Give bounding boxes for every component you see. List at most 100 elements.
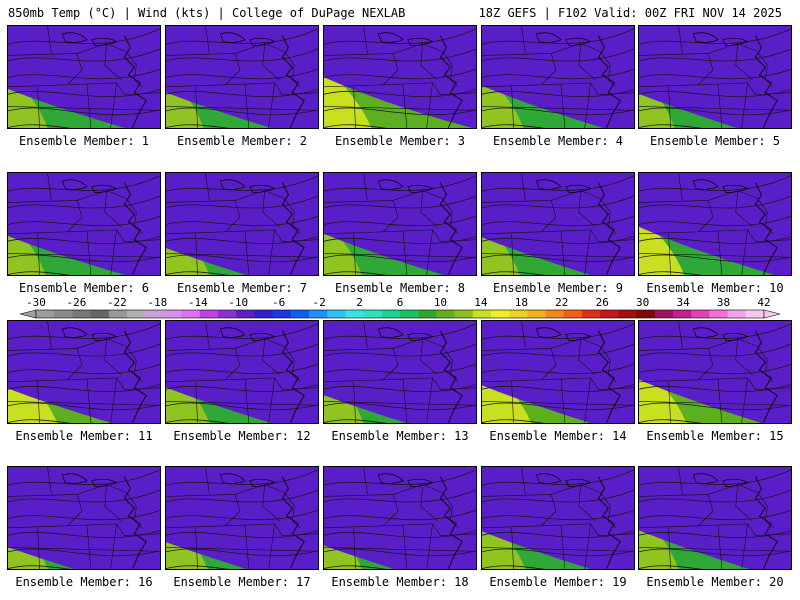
state-border [8,547,160,552]
ensemble-panel[interactable] [7,25,161,129]
wind-streamline [8,489,160,503]
state-border [521,321,526,349]
state-border [166,253,318,258]
great-lakes [61,179,88,190]
state-border [324,200,399,235]
coastline [597,182,621,275]
colorbar-swatch [54,310,73,318]
ensemble-panel[interactable] [481,25,635,129]
coastline [754,182,778,275]
great-lakes [692,179,719,190]
ensemble-panel[interactable] [323,172,477,276]
state-border [324,547,476,552]
state-border [86,230,92,275]
wind-streamline [482,489,634,503]
ensemble-panel[interactable] [165,172,319,276]
state-border [639,53,714,88]
member-label: Ensemble Member: 11 [15,429,153,443]
wind-streamline [324,68,476,80]
ensemble-panel[interactable] [165,320,319,424]
colorbar-swatch [563,310,583,318]
state-border [698,82,791,95]
state-border [225,229,318,242]
state-border [550,338,601,349]
wind-streamline [639,565,703,569]
ensemble-panel[interactable] [165,466,319,570]
temp-band-cold [166,321,318,423]
temperature-map [8,26,160,128]
colorbar-tick-label: 38 [717,296,730,309]
colorbar-arrow-left [19,309,37,319]
colorbar-swatch [436,310,455,318]
colorbar-tick-label: -22 [107,296,127,309]
ensemble-panel[interactable] [7,466,161,570]
state-border [560,378,566,423]
colorbar-swatch [290,310,310,318]
wind-streamline [166,363,318,375]
wind-streamline [482,28,634,45]
ensemble-panel[interactable] [481,466,635,570]
great-lakes [565,37,592,46]
coastline [754,476,778,569]
wind-streamline [8,28,160,45]
ensemble-panel[interactable] [481,172,635,276]
colorbar-tick-label: 14 [474,296,488,309]
state-border [584,82,591,128]
state-border [735,43,753,81]
wind-streamline [639,402,791,411]
state-border [757,492,774,529]
colorbar-swatch [272,310,292,318]
colorbar-swatch [345,310,364,318]
great-lakes [91,332,118,341]
great-lakes [722,332,749,341]
temperature-map [324,467,476,569]
ensemble-panel[interactable] [638,320,792,424]
colorbar-swatch [327,310,346,318]
ensemble-panel[interactable] [7,172,161,276]
state-border [560,230,566,275]
state-border [324,401,476,406]
wind-streamline [482,509,634,521]
ensemble-panel[interactable] [323,25,477,129]
state-border [482,200,557,235]
ensemble-panel[interactable] [323,320,477,424]
state-border [268,229,275,275]
wind-streamline [639,215,791,227]
temp-band-cold [166,173,318,275]
wind-streamline [324,419,388,423]
ensemble-panel[interactable] [7,320,161,424]
state-border [600,198,617,235]
ensemble-panel[interactable] [165,25,319,129]
state-border [757,51,774,88]
ensemble-panel[interactable] [638,25,792,129]
state-border [47,321,52,349]
map-title: 850mb Temp (°C) | Wind (kts) | College o… [8,6,406,20]
ensemble-panel[interactable] [323,466,477,570]
colorbar-swatch [36,310,55,318]
state-border [268,523,275,569]
member-label: Ensemble Member: 17 [173,575,311,589]
state-border [67,229,160,242]
state-border [639,401,791,406]
state-border [8,401,160,406]
ensemble-panel[interactable] [638,466,792,570]
ensemble-panel[interactable] [481,320,635,424]
great-lakes [535,327,562,338]
state-border [521,26,526,54]
colorbar-tick-label: 18 [515,296,528,309]
ensemble-panel[interactable] [638,172,792,276]
coastline [597,330,621,423]
colorbar-swatch [545,310,565,318]
state-border [578,338,596,376]
wind-streamline [324,195,476,209]
colorbar-tick-label: -26 [67,296,87,309]
wind-streamline [166,489,318,503]
state-border [8,348,83,383]
state-border [639,253,791,258]
state-border [126,198,143,235]
colorbar-tick-label: 30 [636,296,649,309]
state-border [698,377,791,390]
colorbar-tick-label: -2 [312,296,325,309]
state-border [284,346,301,383]
wind-streamline [639,548,791,557]
